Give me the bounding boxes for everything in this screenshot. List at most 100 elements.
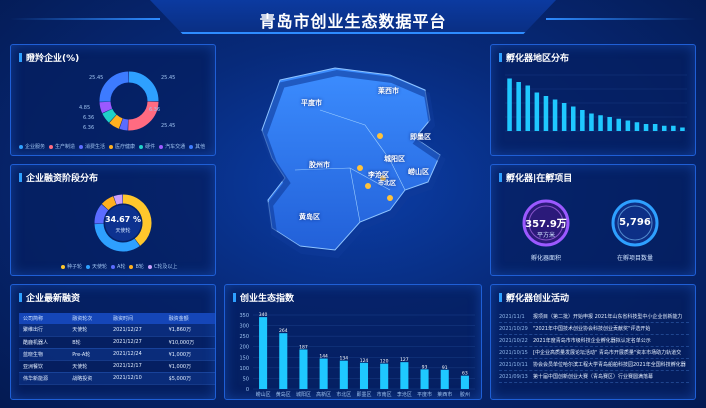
eco-bar[interactable] [259,317,268,389]
stage-slice[interactable] [113,194,123,205]
map-marker[interactable] [357,165,363,171]
table-cell: 2021/12/27 [108,336,165,349]
map-marker[interactable] [387,195,393,201]
eco-bar[interactable] [400,362,409,389]
eco-bar[interactable] [440,369,449,389]
map-marker[interactable] [380,175,386,181]
awards-slice[interactable] [102,108,117,123]
list-item[interactable]: 2021/10/29 "2021年中国技术创业协会科技创业贡献奖"评选开始 [499,323,689,335]
map-marker[interactable] [377,133,383,139]
area-value: 357.9万 [525,219,567,230]
list-item[interactable]: 2021/10/15 [中企业高质量发展论坛活动" 青岛市开展质量"资本市场助力轨… [499,347,689,359]
x-tick-label: 高新区 [316,391,331,398]
awards-slice[interactable] [128,101,159,131]
stage-slice[interactable] [94,223,140,252]
stage-slice[interactable] [101,196,117,211]
table-row[interactable]: 蓝晓生物 Pre-A轮 2021/12/24 ¥1,000万 [19,348,215,361]
eco-bar[interactable] [339,360,348,389]
legend-item[interactable]: 天使轮 [86,263,107,270]
latest-finance-table: 公司简称 融资轮次 融资时间 融资金额 聚维出行 天使轮 2021/12/27 ¥1,860… [19,313,215,385]
stage-slice[interactable] [122,194,152,246]
qingdao-map[interactable] [240,50,480,285]
eco-bar[interactable] [319,358,328,389]
table-row[interactable]: 聚维出行 天使轮 2021/12/27 ¥1,860万 [19,324,215,337]
table-header-cell[interactable]: 公司简称 [19,313,69,324]
eco-index-bar-chart: 350 300 250 200 150 100 50 0 340 崂山区 264 黄岛区 187 城阳区 1… [239,312,475,398]
table-cell: 蓝晓生物 [19,348,69,361]
awards-data-label: 25.45 [161,75,175,81]
awards-slice[interactable] [109,114,123,129]
region-bar[interactable] [516,82,521,131]
count-ring-inner [617,205,653,241]
region-bar[interactable] [671,125,676,131]
region-bar[interactable] [598,115,603,131]
awards-slice[interactable] [128,71,159,102]
region-bar[interactable] [643,124,649,131]
legend-item[interactable]: 种子轮 [61,263,82,270]
x-tick-label: 黄岛区 [276,391,291,398]
awards-slice[interactable] [99,71,130,102]
panel-title-awards: 瞪羚企业(%) [19,51,79,64]
awards-slice[interactable] [99,101,113,114]
kpi-rings [522,199,659,247]
legend-item[interactable]: 企业服务 [19,143,45,150]
region-bar[interactable] [652,124,658,131]
region-bar[interactable] [543,96,549,131]
table-cell: 2021/12/24 [108,348,165,361]
table-header-cell[interactable]: 融资时间 [108,313,165,324]
region-bar[interactable] [634,122,640,131]
table-row[interactable]: 伟华新能源 战略投资 2021/12/10 $5,000万 [19,372,215,385]
list-item[interactable]: 2021/09/13 第十届中国创新创业大赛（青岛赛区）行业赛圆满落幕 [499,371,689,383]
list-item[interactable]: 2021/10/11 协会会员单位哈尔滨工程大学青岛船舶科技园2021年全国科技孵… [499,359,689,371]
legend-label: C轮及以上 [153,264,178,270]
awards-data-label: 6.36 [83,115,94,121]
region-bar[interactable] [525,85,531,132]
region-bar[interactable] [680,127,685,132]
region-bar[interactable] [625,120,631,132]
legend-item[interactable]: 汽车交通 [159,143,185,150]
table-row[interactable]: 酷鹿机器人 B轮 2021/12/27 ¥10,000万 [19,336,215,349]
activity-title: 2021年度青岛市市级科技企业孵化器拟认定名单公示 [533,338,651,344]
legend-item[interactable]: 医疗健康 [109,143,135,150]
activity-date: 2021/10/22 [499,337,528,344]
legend-item[interactable]: 硬件 [139,143,155,150]
table-row[interactable]: 亚洲餐饮 天使轮 2021/12/17 ¥1,000万 [19,360,215,373]
list-item[interactable]: 2021/10/22 2021年度青岛市市级科技企业孵化器拟认定名单公示 [499,335,689,347]
table-header-cell[interactable]: 融资金额 [164,313,215,324]
region-bar[interactable] [552,99,558,132]
panel-eco-index: 创业生态指数 350 300 250 200 150 100 50 0 340 崂山区 264 黄岛区… [224,284,482,400]
eco-bar[interactable] [359,362,369,389]
header-bar [150,0,556,34]
region-bar[interactable] [561,103,567,131]
eco-bar[interactable] [380,363,389,389]
stage-slice[interactable] [94,204,109,224]
eco-bar[interactable] [299,349,308,389]
awards-slice[interactable] [119,118,129,131]
region-bar[interactable] [507,78,512,132]
legend-item[interactable]: 消费生活 [79,143,105,150]
legend-item[interactable]: B轮 [129,263,144,270]
eco-bar[interactable] [279,333,288,389]
region-bar[interactable] [607,117,612,131]
kpi-area-label-wrap: 孵化器面积 [511,253,581,262]
legend-item[interactable]: 生产制造 [49,143,75,150]
legend-item[interactable]: C轮及以上 [147,263,178,270]
panel-title-eco-index: 创业生态指数 [233,291,294,304]
eco-bar[interactable] [460,375,469,389]
region-bar[interactable] [589,113,594,132]
region-bar[interactable] [570,106,576,132]
map-outline [261,67,441,251]
legend-item[interactable]: 其他 [189,143,205,150]
legend-item[interactable]: A轮 [111,263,125,270]
activity-title: [中企业高质量发展论坛活动" 青岛市开展质量"资本市场助力轨道交 [533,350,682,356]
eco-bar[interactable] [420,369,429,389]
region-bar[interactable] [661,125,667,131]
list-item[interactable]: 2021/11/1 报项目（第二批）开始申报 2021年山东省科技型中小企业创新能… [499,311,689,323]
table-header-cell[interactable]: 融资轮次 [68,313,109,324]
area-ring [522,199,570,247]
map-marker[interactable] [365,183,371,189]
region-bar[interactable] [580,110,585,131]
x-tick-label: 城阳区 [296,391,311,398]
region-bar[interactable] [616,118,622,131]
region-bar[interactable] [534,92,540,132]
